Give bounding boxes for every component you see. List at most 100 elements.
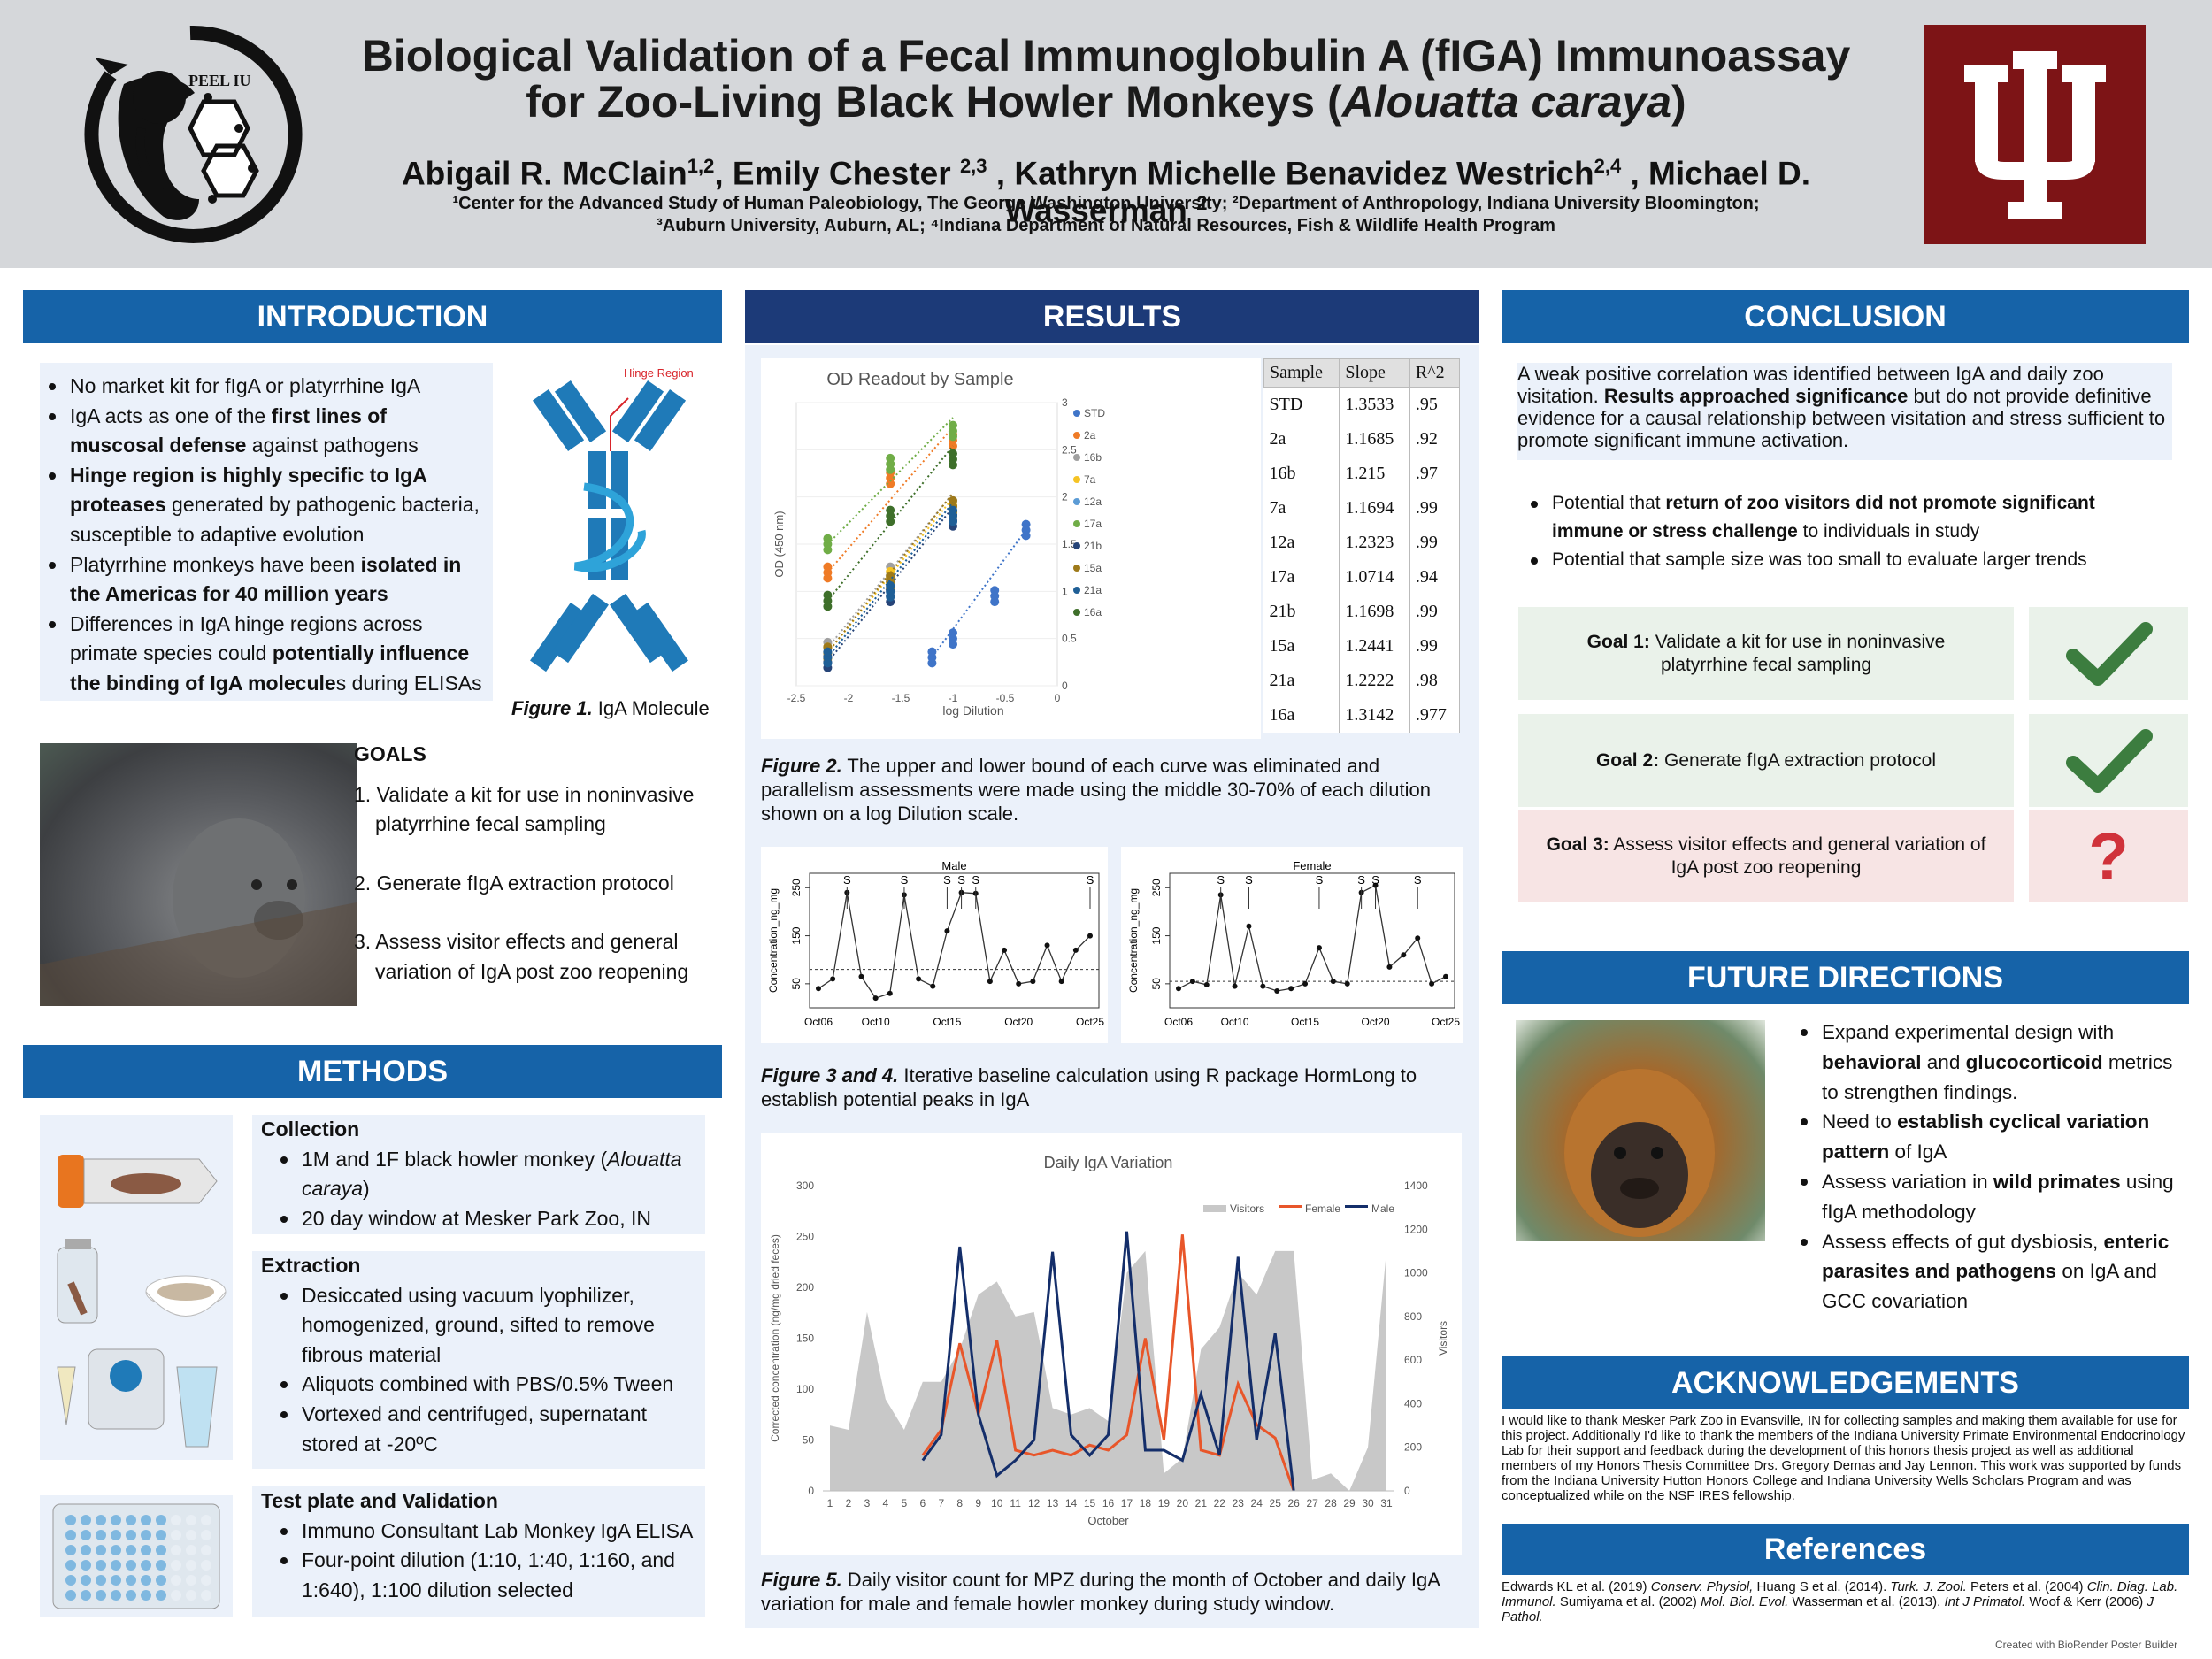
author-affiliation-mark: 2,3 [959, 155, 987, 177]
x-tick-label: 15 [1084, 1497, 1096, 1509]
text-run: Differences in IgA hinge regions across … [70, 611, 423, 665]
y-tick-label: 200 [796, 1281, 814, 1294]
y-tick-label: 3 [1062, 396, 1068, 409]
plate-well [186, 1560, 196, 1571]
poster-title-line2: for Zoo-Living Black Howler Monkeys (Alo… [526, 77, 1686, 127]
intro-bullet: Differences in IgA hinge regions across … [40, 610, 484, 699]
trendline [826, 492, 954, 654]
data-point [872, 995, 879, 1002]
x-tick-label: 25 [1270, 1497, 1282, 1509]
peak-marker: S [1357, 873, 1365, 887]
y-tick-label: 0 [808, 1485, 814, 1497]
y-axis-label: Concentration_ng_mg [767, 888, 780, 993]
plate-well [65, 1560, 76, 1571]
x-tick-label: 28 [1325, 1497, 1337, 1509]
text-run: against pathogens [246, 434, 419, 457]
text-run: Need to [1822, 1110, 1898, 1133]
table-header-cell: Sample [1263, 358, 1340, 388]
intro-bullet: Platyrrhine monkeys have been isolated i… [40, 550, 484, 610]
data-point [1415, 935, 1421, 941]
text-run: Desiccated using vacuum lyophilizer, hom… [302, 1283, 655, 1366]
text-run: of IgA [1889, 1141, 1947, 1164]
results-heading: RESULTS [745, 290, 1479, 343]
data-point [949, 517, 957, 526]
plate-well [111, 1590, 121, 1601]
poster-title-line1: Biological Validation of a Fecal Immunog… [361, 31, 1851, 81]
y2-tick-label: 1000 [1404, 1267, 1428, 1279]
text-run: enteric parasites and pathogens [1822, 1230, 2170, 1283]
plate-well [96, 1590, 106, 1601]
text-run: Assess variation in [1822, 1170, 1993, 1193]
future-directions-bullets: Expand experimental design with behavior… [1792, 1018, 2181, 1317]
text-run: on IgA and GCC covariation [1822, 1260, 2157, 1313]
plate-well [186, 1530, 196, 1540]
legend-marker [1073, 476, 1080, 483]
x-tick-label: Oct15 [933, 1016, 961, 1028]
peel-lab-logo: PEEL IU [84, 25, 303, 243]
legend-marker [1073, 542, 1080, 549]
plate-well [81, 1530, 91, 1540]
goal-2-box: Goal 2: Generate fIgA extraction protoco… [1518, 714, 2014, 807]
od-readout-chart: OD Readout by Sample 0 0.5 1 1.5 2 2.5 3 -2.5 -2 -… [761, 358, 1261, 739]
plate-well [186, 1545, 196, 1555]
text-run: metrics to strengthen findings. [1822, 1050, 2173, 1103]
legend-marker [1073, 498, 1080, 505]
table-cell: 16b [1263, 456, 1340, 491]
table-cell: 1.1685 [1339, 421, 1410, 457]
iga-molecule-figure: Hinge Region [530, 366, 694, 672]
legend-label: 21b [1084, 540, 1102, 552]
plate-well [201, 1530, 211, 1540]
iu-logo [1924, 25, 2146, 244]
data-point [886, 592, 895, 602]
x-tick-label: 29 [1343, 1497, 1356, 1509]
data-point [949, 449, 957, 458]
goal-item: 3. Assess visitor effects and general va… [354, 930, 689, 983]
data-point [1021, 531, 1031, 541]
author-name: Kathryn Michelle Benavidez Westrich [1014, 155, 1594, 192]
legend-marker [1073, 565, 1080, 572]
legend-label: 16a [1084, 606, 1102, 618]
conclusion-bullets: Potential that return of zoo visitors di… [1522, 489, 2168, 574]
author-separator: , [987, 155, 1015, 192]
text-run: Potential that sample size was too small… [1552, 549, 2087, 570]
plate-well [201, 1590, 211, 1601]
data-point [949, 640, 957, 649]
legend-label: 16b [1084, 451, 1102, 464]
text-run: to individuals in study [1797, 521, 1980, 541]
female-line [921, 1234, 1295, 1492]
data-point [1044, 942, 1050, 949]
author-affiliation-mark: 2,4 [1594, 155, 1622, 177]
trendline [826, 417, 954, 545]
plate-well [65, 1530, 76, 1540]
plate-well [111, 1560, 121, 1571]
plate-well [81, 1575, 91, 1586]
plate-well [156, 1515, 166, 1525]
intro-bullet: Hinge region is highly specific to IgA p… [40, 461, 484, 550]
x-tick-label: Oct15 [1291, 1016, 1319, 1028]
x-tick-label: 4 [883, 1497, 889, 1509]
legend-marker [1073, 410, 1080, 417]
acknowledgements-text: I would like to thank Mesker Park Zoo in… [1502, 1413, 2185, 1503]
peak-marker: S [1087, 873, 1094, 887]
plate-well [96, 1545, 106, 1555]
table-header-cell: Slope [1339, 358, 1410, 388]
x-tick-label: Oct25 [1076, 1016, 1104, 1028]
x-tick-label: 3 [864, 1497, 871, 1509]
reference-run: Edwards KL et al. (2019) [1502, 1579, 1651, 1594]
table-cell: .94 [1409, 559, 1461, 595]
y-tick-label: 100 [796, 1383, 814, 1395]
iu-trident-icon [1964, 51, 2106, 219]
concentration-line [1178, 884, 1447, 992]
plate-well [171, 1560, 181, 1571]
data-point [823, 562, 833, 572]
goals-heading: GOALS [354, 742, 426, 765]
table-cell: 1.2441 [1339, 628, 1410, 664]
data-point [886, 580, 895, 590]
plate-well [141, 1530, 151, 1540]
reference-run: Turk. J. Zool. [1890, 1579, 1967, 1594]
plate-well [156, 1590, 166, 1601]
x-tick-label: 7 [938, 1497, 944, 1509]
table-cell: 12a [1263, 525, 1340, 560]
legend-swatch [1203, 1205, 1226, 1212]
text-run: generated by pathogenic bacteria, suscep… [70, 493, 480, 546]
